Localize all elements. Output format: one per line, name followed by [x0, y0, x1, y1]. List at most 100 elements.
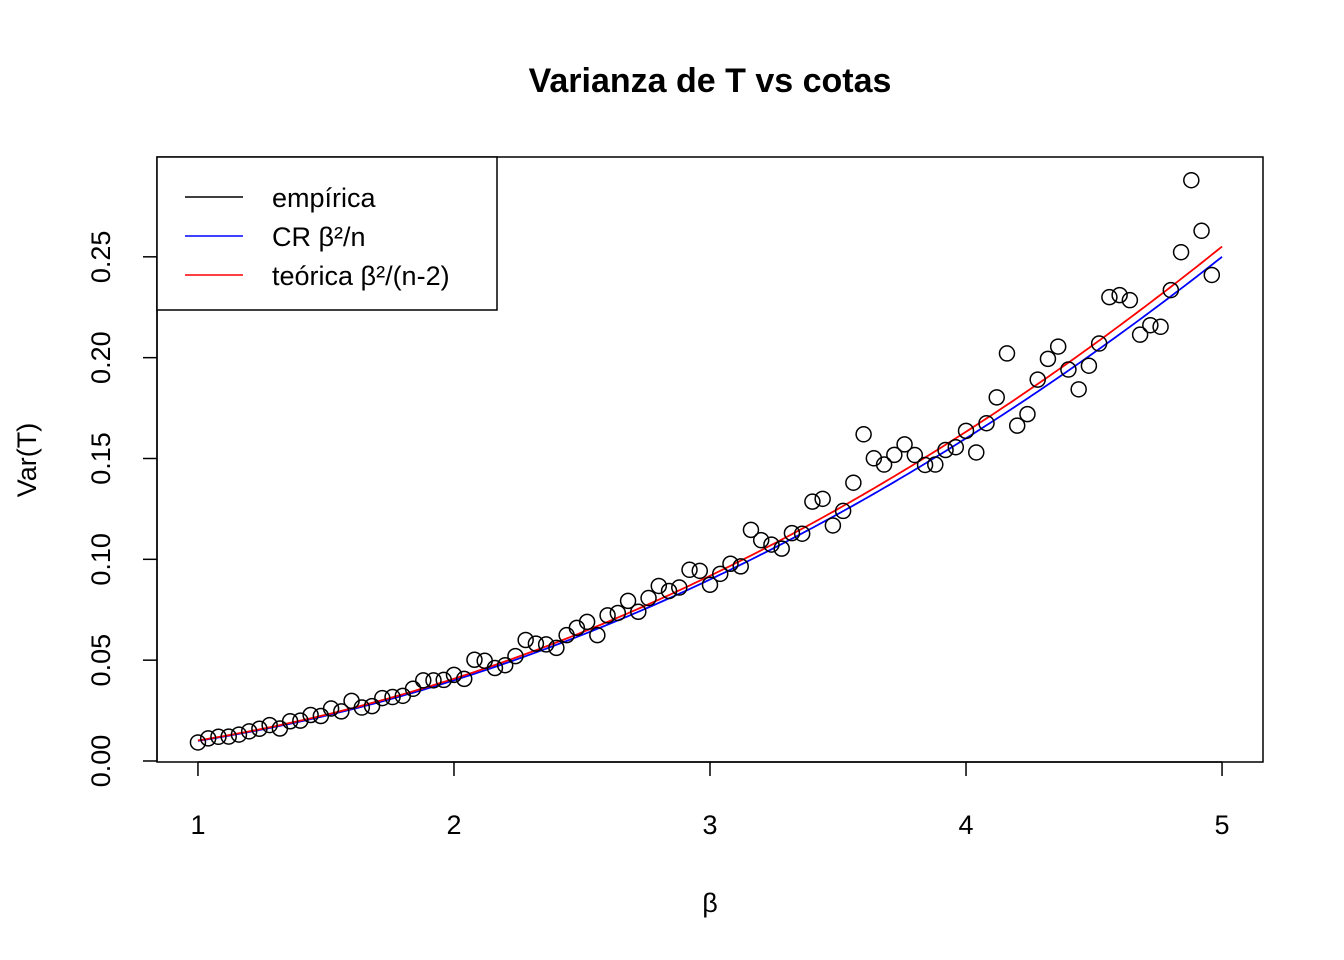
data-point — [732, 558, 749, 575]
data-point — [1183, 171, 1200, 189]
data-point — [691, 562, 709, 580]
data-point — [681, 561, 698, 579]
data-point — [353, 699, 371, 716]
data-point — [998, 345, 1016, 362]
data-point — [527, 635, 545, 652]
data-point — [875, 456, 893, 473]
data-point — [1019, 405, 1036, 423]
data-point — [671, 579, 688, 596]
legend-label-empirica: empírica — [272, 183, 377, 213]
data-point — [978, 414, 995, 432]
data-point — [230, 726, 248, 743]
data-point — [548, 639, 565, 657]
data-point — [1029, 371, 1046, 388]
data-point — [507, 647, 524, 665]
cr-bound-line — [197, 256, 1223, 742]
data-point — [404, 680, 422, 698]
data-point — [947, 438, 965, 456]
data-point — [1172, 243, 1190, 261]
data-point — [804, 493, 821, 510]
data-point — [384, 688, 401, 706]
data-point — [578, 613, 596, 631]
data-point — [855, 426, 872, 443]
y-tick-label: 0.00 — [86, 735, 116, 788]
legend-box — [156, 156, 498, 311]
data-point — [783, 524, 801, 542]
data-point — [1203, 266, 1221, 284]
data-point — [415, 672, 432, 689]
data-point — [1039, 350, 1057, 368]
data-point — [1193, 222, 1210, 240]
data-point — [1008, 417, 1026, 434]
data-point — [1070, 381, 1087, 398]
data-point — [466, 651, 483, 668]
data-point — [773, 540, 790, 557]
data-point — [619, 592, 637, 610]
data-point — [589, 626, 606, 644]
data-point — [1101, 288, 1118, 306]
data-point — [486, 659, 504, 677]
data-point — [322, 700, 340, 717]
y-tick-label: 0.25 — [86, 231, 116, 284]
legend: empírica CR β²/n teórica β²/(n-2) — [156, 156, 498, 311]
x-tick-label: 5 — [1215, 810, 1230, 840]
curve-layer — [197, 245, 1223, 742]
data-point — [650, 577, 668, 595]
data-point — [1131, 326, 1149, 343]
data-point — [896, 436, 913, 453]
data-point — [886, 446, 903, 464]
data-point — [251, 720, 268, 737]
y-axis-label: Var(T) — [12, 423, 42, 498]
y-tick-label: 0.10 — [86, 533, 116, 586]
data-point — [845, 474, 862, 491]
data-point — [599, 607, 616, 624]
data-point — [374, 689, 391, 707]
data-point — [814, 490, 831, 508]
data-point — [988, 389, 1005, 406]
data-point — [292, 712, 309, 729]
data-point — [517, 631, 534, 649]
data-point — [968, 444, 985, 461]
y-axis: 0.00 0.05 0.10 0.15 0.20 0.25 — [86, 231, 158, 788]
data-point — [1162, 281, 1180, 299]
x-axis: 1 2 3 4 5 — [190, 761, 1230, 840]
y-tick-label: 0.05 — [86, 634, 116, 687]
data-point — [660, 582, 678, 600]
data-point — [640, 589, 657, 607]
data-point — [916, 456, 934, 474]
x-tick-label: 1 — [190, 810, 205, 840]
data-point — [220, 728, 237, 745]
legend-label-teorica: teórica β²/(n-2) — [272, 261, 450, 291]
data-point — [455, 670, 473, 688]
data-point — [435, 671, 452, 689]
data-point — [763, 536, 780, 553]
data-point — [793, 525, 811, 542]
data-point — [1142, 316, 1159, 334]
x-tick-label: 4 — [959, 810, 974, 840]
data-point — [937, 441, 954, 459]
data-point — [752, 531, 770, 549]
data-point — [496, 656, 514, 674]
data-point — [630, 603, 647, 621]
data-point — [281, 713, 299, 730]
data-point — [1111, 286, 1128, 304]
data-point — [445, 666, 463, 684]
theoretical-line — [197, 245, 1223, 742]
points-layer — [189, 171, 1221, 751]
data-point — [957, 422, 975, 440]
data-point — [906, 446, 924, 464]
data-point — [302, 706, 319, 724]
data-point — [240, 723, 258, 740]
data-point — [1152, 318, 1169, 336]
data-point — [537, 636, 555, 653]
y-tick-label: 0.20 — [86, 331, 116, 384]
x-tick-label: 2 — [446, 810, 461, 840]
x-axis-label: β — [702, 888, 718, 918]
data-point — [363, 697, 381, 715]
data-point — [425, 672, 442, 689]
data-point — [1049, 338, 1067, 355]
data-point — [742, 521, 760, 539]
data-point — [722, 555, 739, 573]
data-point — [711, 565, 729, 583]
data-point — [1080, 357, 1098, 374]
